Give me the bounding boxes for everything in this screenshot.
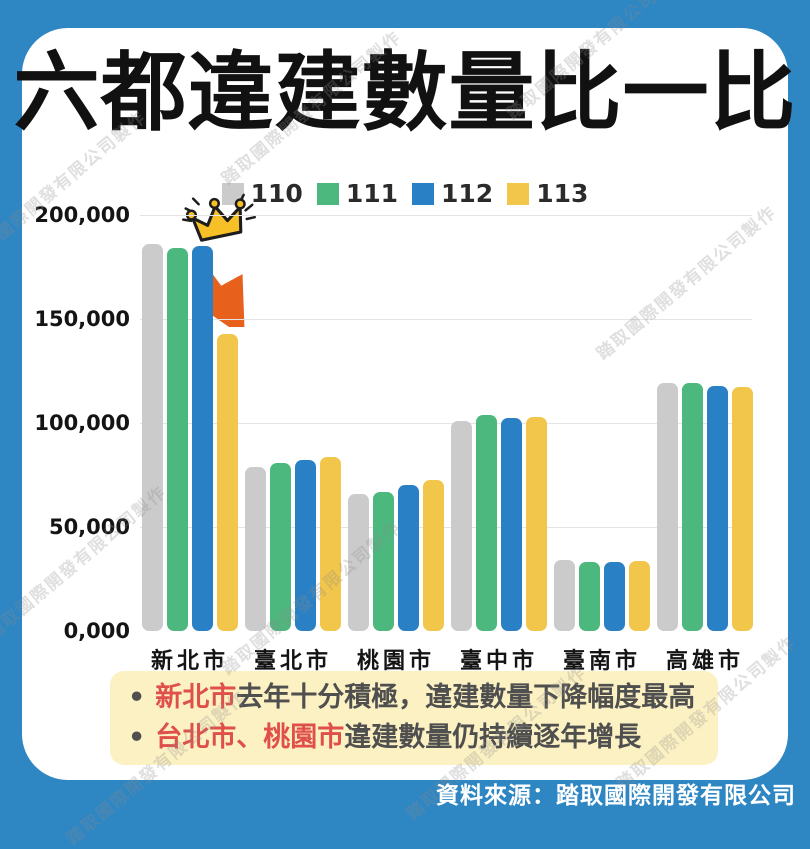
bar (270, 462, 291, 631)
bar (451, 420, 472, 631)
data-source-footer: 資料來源：踏取國際開發有限公司 (436, 783, 796, 809)
legend-label: 111 (345, 179, 398, 208)
legend-item-112: 112 (412, 179, 493, 208)
bar (245, 466, 266, 631)
summary-note-box: • 新北市去年十分積極，違建數量下降幅度最高 • 台北市、桃園市違建數量仍持續逐年增… (110, 671, 718, 765)
gridline (140, 423, 752, 424)
note-highlight-city: 新北市 (155, 681, 237, 713)
note-highlight-city: 台北市、桃園市 (155, 722, 345, 753)
legend-label: 112 (441, 179, 494, 208)
legend-item-113: 113 (507, 179, 588, 208)
bar (217, 333, 238, 631)
gridline (140, 527, 752, 528)
bar (476, 414, 497, 631)
bar (501, 417, 522, 631)
note-text: 去年十分積極，違建數量下降幅度最高 (236, 681, 696, 713)
bar (398, 485, 419, 631)
x-axis-category-label: 桃園市 (356, 649, 435, 674)
y-axis-tick-label: 150,000 (34, 307, 130, 331)
chart-layer: 六都違建數量比一比 110 111 112 113 (0, 43, 810, 674)
legend-label: 110 (250, 179, 303, 208)
legend: 110 111 112 113 (0, 179, 810, 208)
bar (526, 416, 547, 631)
page-title: 六都違建數量比一比 (13, 43, 797, 143)
gridline (140, 319, 752, 320)
gridline (140, 215, 752, 216)
x-axis-category-label: 臺中市 (459, 649, 538, 674)
legend-item-111: 111 (316, 179, 398, 208)
legend-swatch-icon (507, 182, 530, 205)
legend-swatch-icon (412, 182, 434, 205)
bullet-icon: • (128, 722, 146, 753)
bar (732, 386, 753, 631)
bar (604, 562, 625, 631)
bar (579, 562, 600, 631)
y-axis-tick-label: 100,000 (34, 411, 130, 435)
bar (629, 561, 650, 631)
bullet-icon: • (128, 681, 146, 713)
bar (192, 246, 213, 631)
bar (295, 460, 316, 631)
bar (320, 457, 341, 631)
bar (423, 480, 444, 631)
note-text: 違建數量仍持續逐年增長 (344, 722, 642, 753)
bar (657, 383, 678, 631)
y-axis-tick-label: 50,000 (48, 515, 130, 539)
legend-swatch-icon (316, 182, 339, 205)
bar (167, 248, 188, 631)
bar (707, 385, 728, 631)
bar (373, 491, 394, 631)
plot-area: 200,000 150,000 100,000 50,000 0,000 新北市 臺北市 桃園… (34, 193, 753, 674)
x-axis-category-label: 新北市 (150, 649, 229, 674)
crown-icon (182, 193, 256, 242)
bar (348, 493, 369, 631)
bar (682, 383, 703, 631)
bar (142, 244, 163, 631)
x-axis-category-label: 高雄市 (665, 649, 744, 674)
legend-label: 113 (536, 179, 589, 208)
x-axis-category-label: 臺南市 (562, 649, 641, 674)
note-line-2: • 台北市、桃園市違建數量仍持續逐年增長 (128, 720, 718, 756)
bar (554, 560, 575, 631)
x-axis-category-label: 臺北市 (253, 649, 332, 674)
y-axis-tick-label: 200,000 (34, 203, 130, 227)
y-axis-tick-label: 0,000 (63, 619, 130, 643)
note-line-1: • 新北市去年十分積極，違建數量下降幅度最高 (128, 680, 718, 716)
legend-item-110: 110 (221, 179, 303, 208)
